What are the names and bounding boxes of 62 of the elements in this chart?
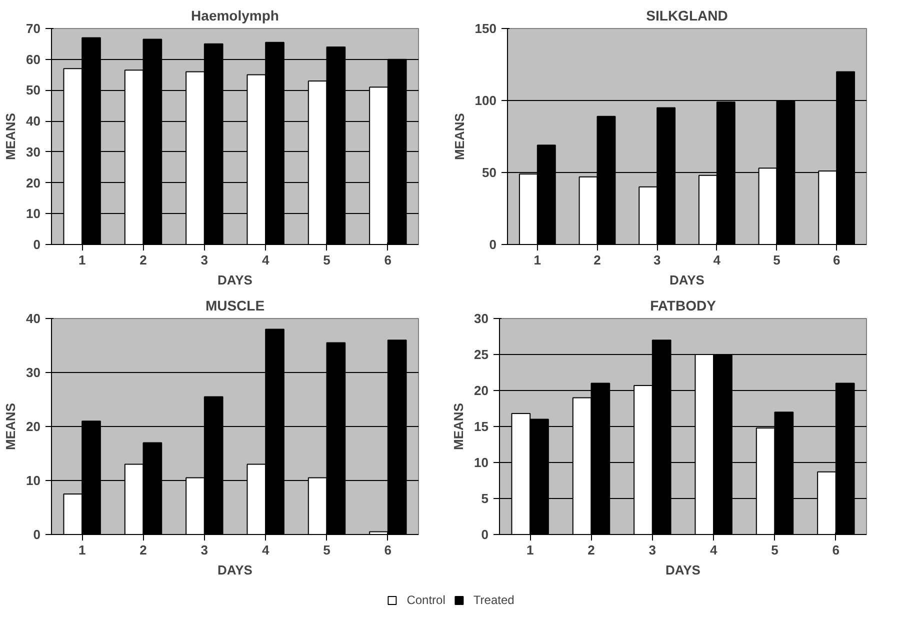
x-tick-label: 6 <box>384 252 392 268</box>
x-tick-label: 1 <box>78 252 86 268</box>
chart-title: Haemolymph <box>191 8 279 24</box>
x-tick-label: 4 <box>262 252 270 268</box>
y-tick-label: 25 <box>474 347 489 362</box>
y-tick-label: 20 <box>474 383 489 398</box>
x-tick-label: 5 <box>323 542 330 558</box>
x-tick-label: 3 <box>200 252 208 268</box>
x-tick-label: 3 <box>653 252 661 268</box>
x-axis-title: DAYS <box>218 272 253 288</box>
y-tick-label: 30 <box>26 144 41 160</box>
chart-title: MUSCLE <box>205 298 265 314</box>
y-tick-label: 5 <box>481 491 489 506</box>
y-tick-label: 0 <box>33 237 41 252</box>
x-tick-label: 4 <box>262 542 270 558</box>
x-tick-label: 2 <box>588 542 595 558</box>
y-tick-label: 50 <box>26 82 41 98</box>
y-tick-label: 20 <box>26 419 41 434</box>
x-axis-title: DAYS <box>666 562 701 578</box>
y-tick-label: 10 <box>474 455 489 470</box>
y-tick-label: 40 <box>26 311 41 326</box>
y-tick-label: 100 <box>474 93 497 108</box>
x-tick-label: 2 <box>594 252 601 268</box>
legend-label: Treated <box>473 593 514 607</box>
x-tick-label: 4 <box>710 542 718 558</box>
y-tick-label: 0 <box>481 527 489 542</box>
y-tick-label: 0 <box>489 237 497 252</box>
x-tick-label: 6 <box>832 252 840 268</box>
y-axis-title: MEANS <box>452 112 467 160</box>
y-tick-label: 15 <box>474 419 489 434</box>
x-tick-label: 3 <box>648 542 656 558</box>
x-tick-label: 5 <box>771 542 778 558</box>
x-tick-label: 1 <box>534 252 542 268</box>
x-tick-label: 1 <box>526 542 534 558</box>
y-tick-label: 10 <box>26 206 41 222</box>
x-tick-label: 2 <box>140 252 147 268</box>
y-axis-title: MEANS <box>451 402 466 450</box>
x-tick-label: 1 <box>78 542 86 558</box>
y-tick-label: 70 <box>26 21 41 36</box>
x-tick-label: 6 <box>384 542 392 558</box>
x-tick-label: 5 <box>323 252 330 268</box>
x-tick-label: 3 <box>200 542 208 558</box>
x-tick-label: 5 <box>773 252 780 268</box>
y-tick-label: 10 <box>26 473 41 488</box>
y-tick-label: 40 <box>26 114 41 129</box>
y-tick-label: 0 <box>33 527 41 542</box>
x-axis-title: DAYS <box>218 562 253 578</box>
x-axis-title: DAYS <box>670 272 705 288</box>
y-tick-label: 150 <box>474 21 497 36</box>
y-tick-label: 50 <box>482 165 497 180</box>
y-tick-label: 30 <box>474 311 489 326</box>
y-axis-title: MEANS <box>3 112 18 160</box>
y-tick-label: 60 <box>26 52 41 67</box>
chart-title: FATBODY <box>650 298 717 314</box>
legend-label: Control <box>406 593 446 607</box>
y-tick-label: 30 <box>26 365 41 380</box>
x-tick-label: 6 <box>832 542 840 558</box>
y-tick-label: 20 <box>26 175 41 190</box>
x-tick-label: 2 <box>140 542 147 558</box>
x-tick-label: 4 <box>713 252 722 268</box>
chart-title: SILKGLAND <box>646 8 728 24</box>
y-axis-title: MEANS <box>3 402 18 450</box>
